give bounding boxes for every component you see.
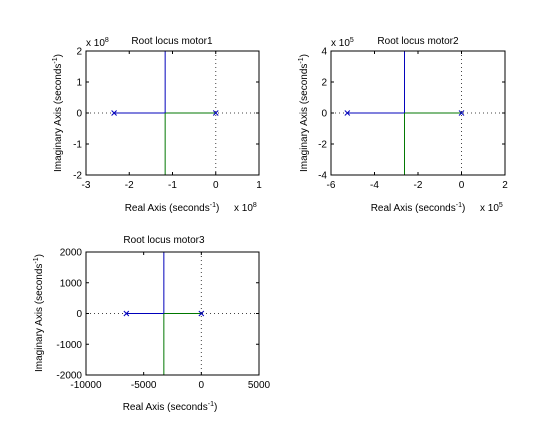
x-axis-label-exp: -1 xyxy=(456,202,462,209)
x-tick-label: -2 xyxy=(414,180,423,191)
poles xyxy=(123,310,205,317)
x-tick-label: -1 xyxy=(168,180,177,191)
y-tick-label: -2000 xyxy=(56,371,82,382)
x-tick-label: 0 xyxy=(213,180,219,191)
pole-marker xyxy=(212,110,219,116)
y-multiplier-exp: 5 xyxy=(350,37,354,44)
chart-title: Root locus motor1 xyxy=(131,36,213,47)
chart-title: Root locus motor2 xyxy=(377,36,459,47)
x-tick-label: -10000 xyxy=(70,380,102,391)
y-multiplier: x 108 xyxy=(86,37,109,49)
pole-marker xyxy=(344,110,351,116)
y-tick-label: -2 xyxy=(73,171,82,182)
x-axis-label-close: ) xyxy=(462,203,465,214)
y-axis-label-close: ) xyxy=(299,54,310,57)
y-axis-label-exp: -1 xyxy=(298,57,305,63)
grid-lines xyxy=(86,252,259,375)
y-ticks: -2000 -1000 0 1000 2000 xyxy=(56,248,259,382)
poles xyxy=(111,110,219,116)
y-axis-label-close: ) xyxy=(34,254,45,257)
x-tick-label: -3 xyxy=(82,180,91,191)
y-axis-label: Imaginary Axis (seconds-1) xyxy=(33,254,45,372)
y-axis-label: Imaginary Axis (seconds-1) xyxy=(298,54,310,172)
y-axis-label: Imaginary Axis (seconds-1) xyxy=(52,54,64,172)
x-tick-label: -2 xyxy=(125,180,134,191)
x-tick-label: 0 xyxy=(199,380,205,391)
pole-marker xyxy=(458,110,465,116)
pole-marker xyxy=(111,110,117,116)
x-axis-label-exp: -1 xyxy=(208,401,214,408)
x-multiplier: x 105 xyxy=(480,202,503,214)
x-tick-label: -6 xyxy=(327,180,336,191)
locus-branches xyxy=(126,252,202,375)
y-tick-label: -4 xyxy=(318,171,327,182)
y-ticks: -2 -1 0 1 2 xyxy=(73,47,259,182)
x-axis-label: Real Axis (seconds-1) xyxy=(125,202,220,214)
x-multiplier-exp: 8 xyxy=(253,202,257,209)
y-tick-label: 0 xyxy=(321,109,327,120)
y-tick-label: -1 xyxy=(73,140,82,151)
locus-branches xyxy=(347,51,462,175)
y-tick-label: 2 xyxy=(76,47,82,58)
y-axis-label-exp: -1 xyxy=(33,257,40,263)
y-tick-label: 0 xyxy=(76,109,82,120)
y-ticks: -4 -2 0 2 4 xyxy=(318,47,505,182)
chart-title: Root locus motor3 xyxy=(123,235,205,246)
y-tick-label: 2000 xyxy=(60,248,83,259)
x-tick-label: 0 xyxy=(459,180,465,191)
y-tick-label: 1 xyxy=(76,78,82,89)
x-axis-label: Real Axis (seconds-1) xyxy=(123,401,218,413)
y-tick-label: 0 xyxy=(76,309,82,320)
x-axis-label-close: ) xyxy=(214,402,217,413)
pole-marker xyxy=(198,310,205,317)
y-axis-label-exp: -1 xyxy=(52,57,59,63)
y-tick-label: 2 xyxy=(321,78,327,89)
x-tick-label: -5000 xyxy=(131,380,157,391)
y-tick-label: -1000 xyxy=(56,340,82,351)
x-multiplier: x 108 xyxy=(234,202,257,214)
x-axis-label-exp: -1 xyxy=(210,202,216,209)
poles xyxy=(344,110,465,116)
x-tick-label: -4 xyxy=(370,180,379,191)
x-axis-label-close: ) xyxy=(216,203,219,214)
locus-branches xyxy=(114,51,216,175)
y-axis-label-close: ) xyxy=(53,54,64,57)
y-tick-label: 1000 xyxy=(60,278,83,289)
x-multiplier-exp: 5 xyxy=(499,202,503,209)
x-tick-label: 5000 xyxy=(248,380,271,391)
x-tick-label: 2 xyxy=(502,180,508,191)
y-tick-label: 4 xyxy=(321,47,327,58)
x-axis-label: Real Axis (seconds-1) xyxy=(371,202,466,214)
y-tick-label: -2 xyxy=(318,140,327,151)
y-multiplier: x 105 xyxy=(331,37,354,49)
y-multiplier-exp: 8 xyxy=(105,37,109,44)
x-tick-label: 1 xyxy=(256,180,262,191)
pole-marker xyxy=(123,310,130,317)
